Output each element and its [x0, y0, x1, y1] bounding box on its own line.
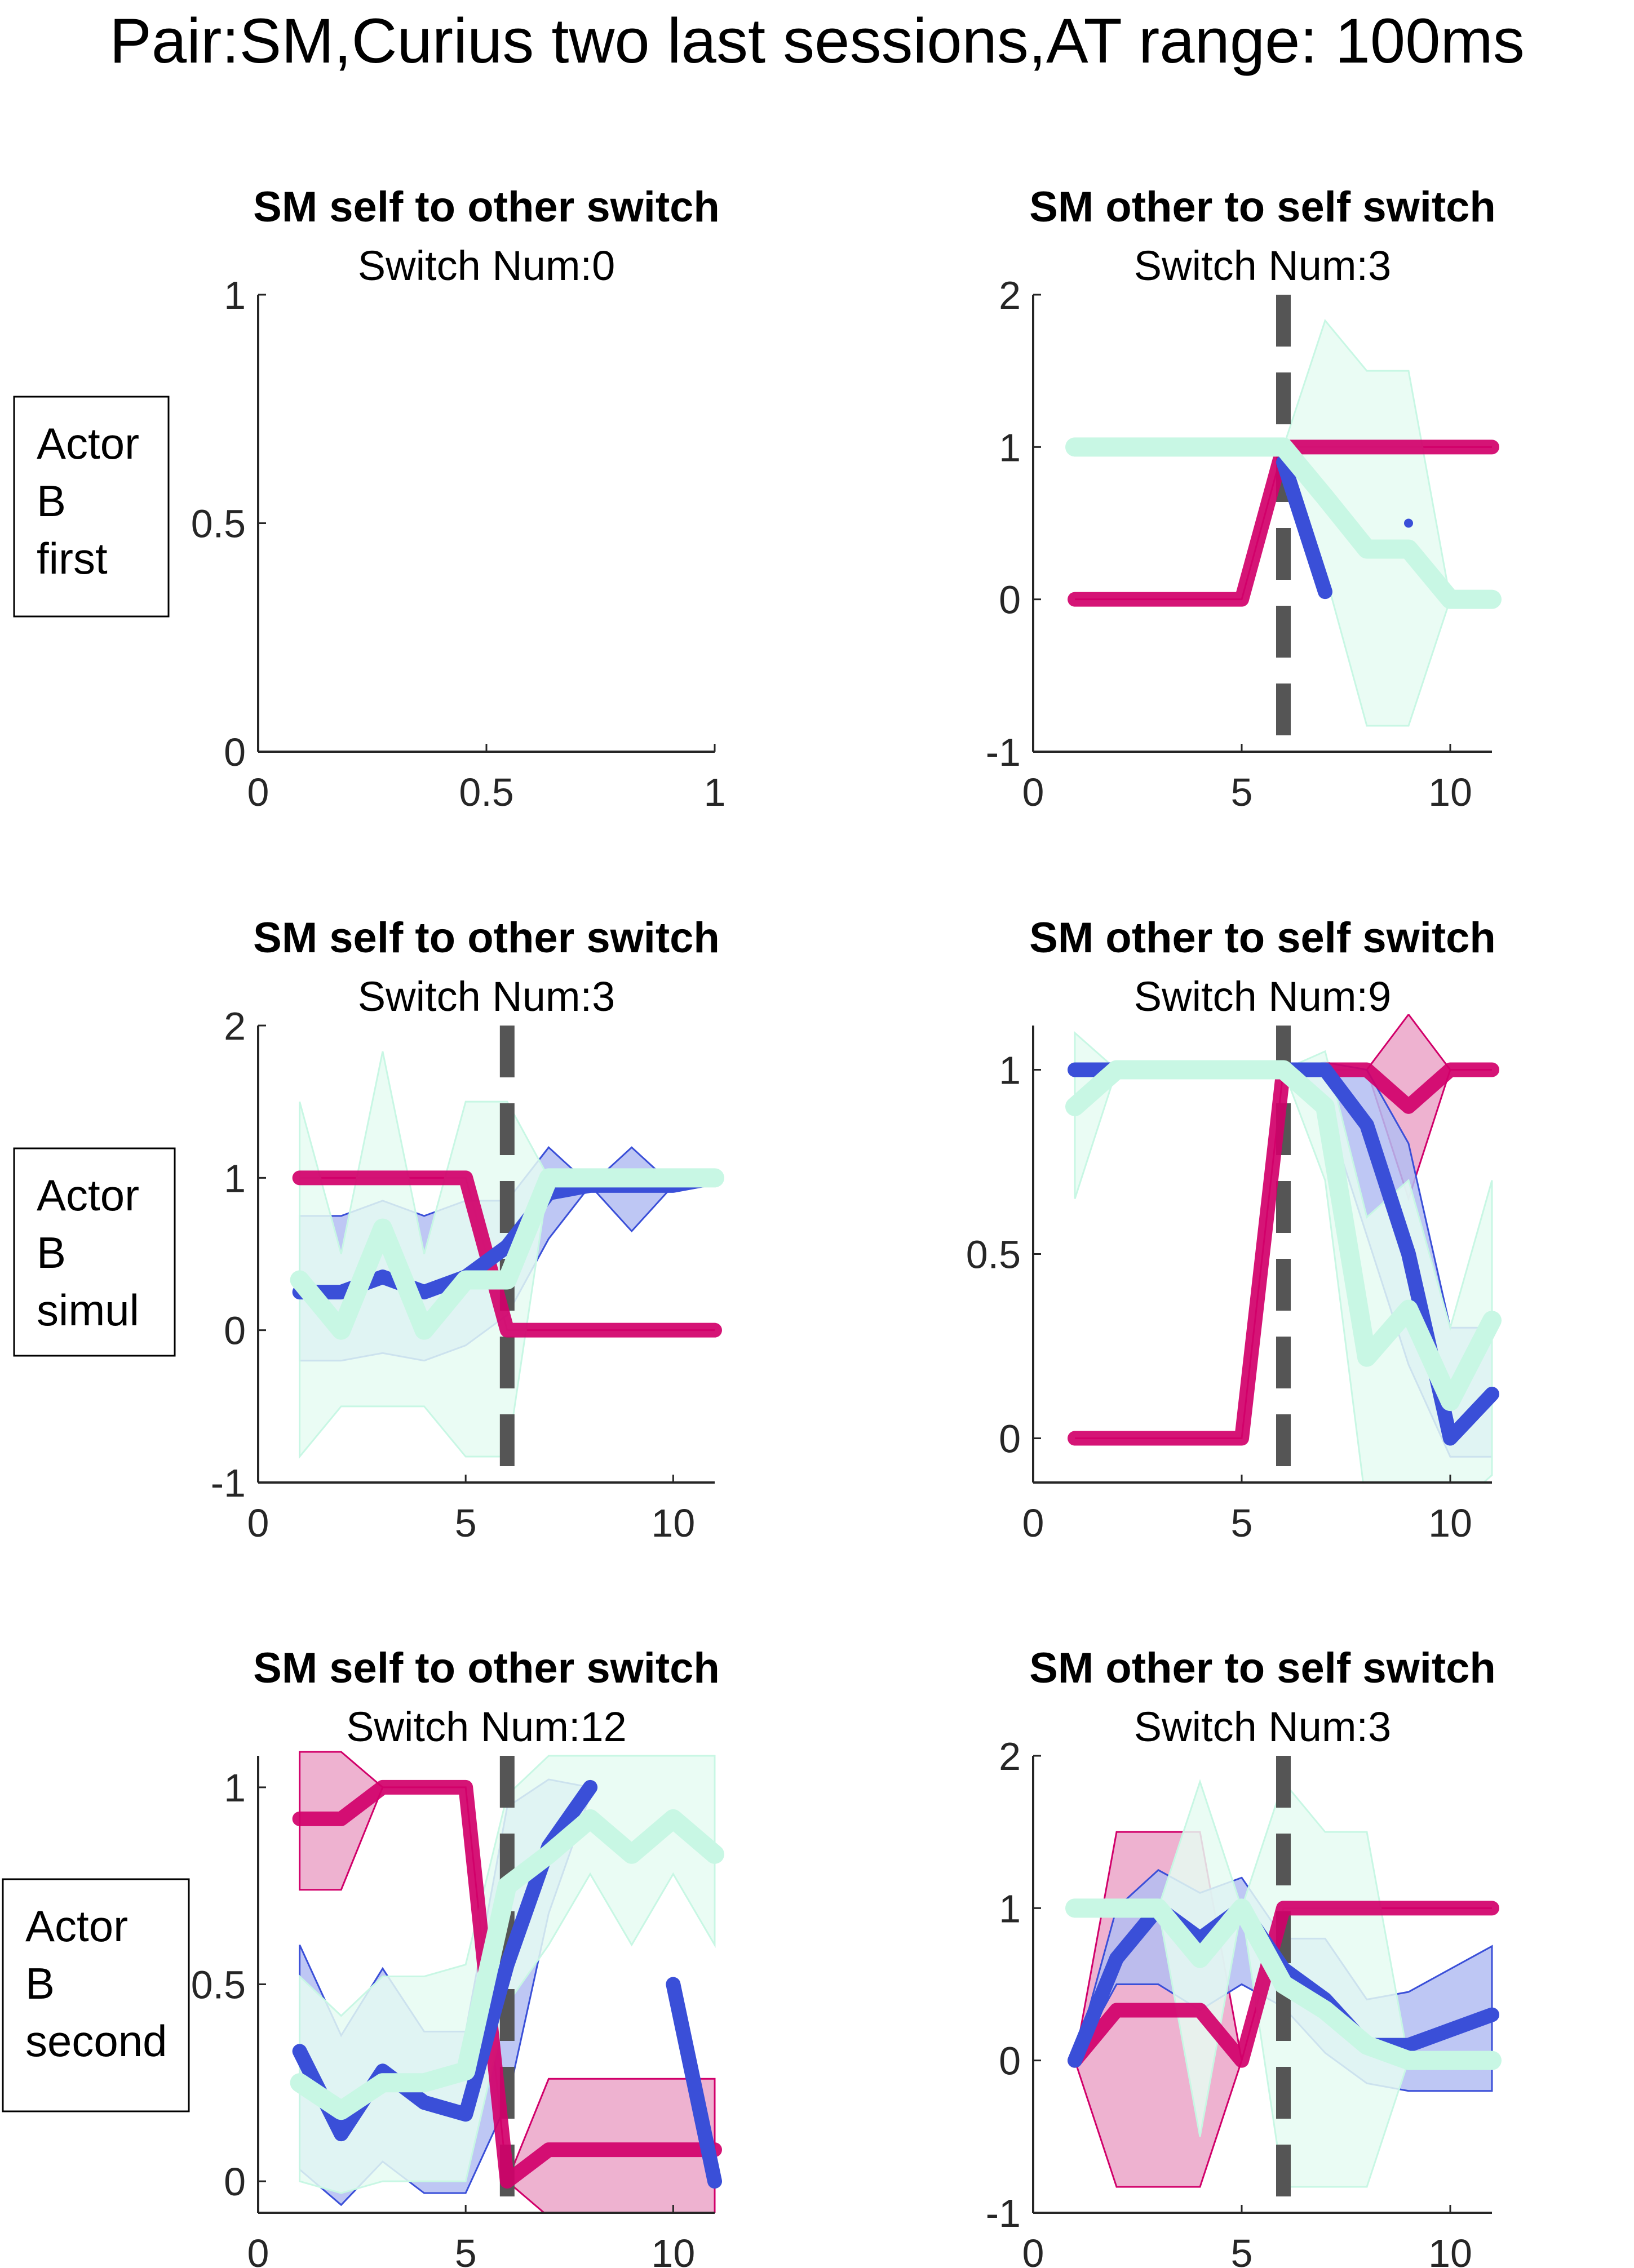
- x-tick-label: 0.5: [459, 770, 513, 814]
- x-tick-label: 5: [455, 1501, 477, 1545]
- y-tick-label: 1: [224, 1766, 246, 1810]
- y-tick-label: 1: [999, 1048, 1021, 1092]
- x-tick-label: 1: [704, 770, 726, 814]
- y-tick-label: 0: [999, 2039, 1021, 2083]
- x-tick-label: 10: [651, 1501, 695, 1545]
- plot-area: [290, 1751, 724, 2213]
- x-tick-label: 10: [1428, 1501, 1472, 1545]
- subplot-subtitle: Switch Num:9: [1134, 973, 1391, 1020]
- y-tick-label: 2: [999, 273, 1021, 317]
- subplot-subtitle: Switch Num:3: [1134, 1703, 1391, 1750]
- series-line-magenta: [292, 1170, 722, 1338]
- row-label-frame: [13, 1147, 176, 1357]
- subplot-title: SM other to self switch: [1029, 914, 1496, 962]
- y-tick-label: 2: [999, 1734, 1021, 1778]
- series-line-magenta: [292, 1779, 722, 2189]
- series-line-mint: [1065, 1060, 1502, 1412]
- x-tick-label: 10: [1428, 770, 1472, 814]
- subplot-subtitle: Switch Num:0: [358, 242, 615, 289]
- series-line-mint: [1065, 1898, 1502, 2070]
- x-tick-label: 0: [1022, 770, 1044, 814]
- subplot-title: SM self to other switch: [253, 183, 720, 231]
- x-tick-label: 0: [247, 2231, 269, 2268]
- subplot: SM self to other switch Switch Num:0 0 0.5 1…: [191, 183, 726, 814]
- row-label-frame: [13, 396, 170, 618]
- row-label-text: second: [25, 2016, 167, 2066]
- y-tick-label: 0.5: [191, 502, 246, 546]
- subplot-title: SM self to other switch: [253, 1644, 720, 1692]
- y-tick-label: 1: [999, 425, 1021, 469]
- plot-area: [1065, 295, 1502, 752]
- y-tick-label: -1: [986, 730, 1021, 774]
- y-tick-label: 0: [999, 1417, 1021, 1461]
- plot-area: [1065, 1014, 1502, 1483]
- x-tick-label: 5: [1231, 770, 1253, 814]
- row-label-text: Actor: [25, 1901, 128, 1951]
- subplot-title: SM self to other switch: [253, 914, 720, 962]
- subplot-title: SM other to self switch: [1029, 183, 1496, 231]
- x-tick-label: 0: [1022, 2231, 1044, 2268]
- series-point-blue: [1404, 518, 1413, 528]
- x-tick-label: 5: [455, 2231, 477, 2268]
- series-line-magenta: [1068, 1901, 1499, 2068]
- y-tick-label: 2: [224, 1004, 246, 1048]
- y-tick-label: 0: [224, 730, 246, 774]
- plot-area: [290, 1026, 724, 1483]
- row-label-frame: [2, 1878, 190, 2112]
- y-tick-label: 0: [224, 2160, 246, 2204]
- subplot-subtitle: Switch Num:12: [346, 1703, 627, 1750]
- row-label-text: B: [37, 476, 66, 526]
- series-line-mint: [1065, 437, 1502, 609]
- y-tick-label: 1: [999, 1887, 1021, 1930]
- x-tick-label: 0: [247, 1501, 269, 1545]
- x-tick-label: 0: [247, 770, 269, 814]
- subplot-subtitle: Switch Num:3: [358, 973, 615, 1020]
- y-tick-label: -1: [211, 1461, 246, 1505]
- y-tick-label: 1: [224, 273, 246, 317]
- y-tick-label: -1: [986, 2191, 1021, 2235]
- y-tick-label: 0.5: [191, 1963, 246, 2007]
- x-tick-label: 10: [1428, 2231, 1472, 2268]
- y-tick-label: 1: [224, 1156, 246, 1200]
- series-line-blue: [1276, 455, 1332, 600]
- row-label-text: Actor: [37, 419, 139, 468]
- plot-area: [1065, 1756, 1502, 2213]
- x-tick-label: 5: [1231, 1501, 1253, 1545]
- x-tick-label: 5: [1231, 2231, 1253, 2268]
- row-label-text: first: [37, 534, 108, 583]
- row-label-text: Actor: [37, 1170, 139, 1220]
- series-line-mint: [290, 1809, 724, 2120]
- x-tick-label: 0: [1022, 1501, 1044, 1545]
- series-line-blue: [666, 1977, 722, 2189]
- y-tick-label: 0.5: [966, 1233, 1021, 1277]
- subplot-subtitle: Switch Num:3: [1134, 242, 1391, 289]
- row-label-text: B: [37, 1228, 66, 1277]
- figure-title: Pair:SM,Curius two last sessions,AT rang…: [109, 6, 1525, 76]
- y-tick-label: 0: [224, 1309, 246, 1353]
- subplot-title: SM other to self switch: [1029, 1644, 1496, 1692]
- x-tick-label: 10: [651, 2231, 695, 2268]
- row-label-text: B: [25, 1959, 55, 2008]
- series-line-mint: [290, 1168, 724, 1340]
- row-label-text: simul: [37, 1285, 139, 1335]
- y-tick-label: 0: [999, 578, 1021, 622]
